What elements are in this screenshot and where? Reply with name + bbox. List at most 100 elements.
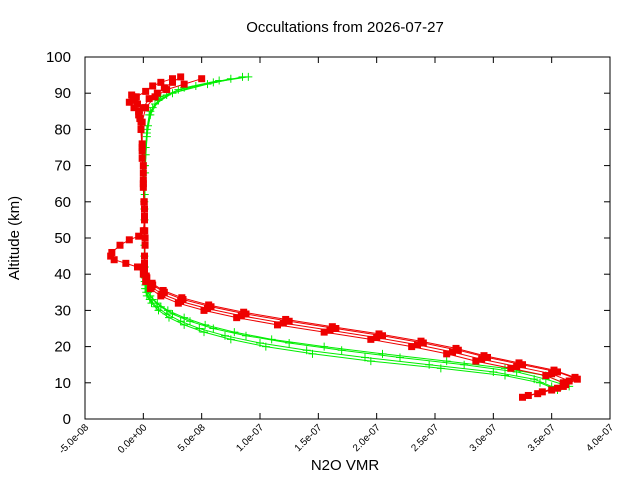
data-point (480, 352, 488, 360)
data-point (375, 330, 383, 338)
data-point (140, 198, 148, 206)
series-green (140, 72, 574, 395)
data-point (137, 125, 145, 133)
data-point (524, 391, 532, 399)
data-point (302, 346, 311, 355)
data-point (328, 323, 336, 331)
data-point (209, 324, 218, 333)
data-layer (107, 72, 581, 401)
data-point (507, 364, 515, 372)
data-point (148, 103, 157, 112)
data-point (242, 331, 250, 340)
data-point (148, 279, 156, 287)
data-point (230, 328, 239, 337)
data-point (177, 297, 185, 305)
series-red-line (128, 78, 571, 396)
data-point (530, 375, 539, 384)
data-point (205, 301, 213, 309)
data-point (550, 366, 558, 374)
data-point (152, 302, 161, 311)
data-point (326, 326, 334, 334)
data-point (116, 241, 124, 249)
data-point (472, 357, 480, 365)
data-point (128, 91, 136, 99)
data-point (565, 377, 573, 385)
data-point (125, 98, 133, 106)
data-point (256, 338, 264, 347)
data-point (417, 337, 425, 345)
data-point (146, 291, 155, 300)
data-point (153, 299, 162, 308)
data-point (221, 331, 229, 340)
y-tick-label: 50 (54, 230, 71, 247)
data-point (548, 370, 556, 378)
data-point (201, 320, 210, 329)
data-point (125, 236, 133, 244)
data-point (571, 373, 579, 381)
data-point (519, 393, 526, 401)
y-tick-label: 20 (54, 339, 71, 356)
data-point (180, 313, 189, 322)
data-point (180, 80, 188, 88)
data-point (139, 169, 147, 177)
data-point (240, 308, 248, 316)
data-point (501, 371, 509, 380)
data-point (177, 73, 185, 81)
data-point (226, 74, 235, 83)
data-point (157, 78, 165, 86)
data-point (186, 317, 194, 326)
plot-frame (84, 56, 611, 420)
data-point (135, 111, 143, 119)
data-point (163, 86, 171, 94)
data-point (408, 343, 416, 351)
data-point (149, 82, 157, 90)
data-point (144, 121, 152, 130)
data-point (107, 252, 115, 260)
x-axis-label: N2O VMR (311, 457, 380, 474)
x-tick-label: 4.0e-07 (584, 422, 616, 454)
data-point (279, 319, 287, 327)
data-point (132, 93, 140, 101)
x-tick-label: 3.0e-07 (468, 422, 500, 454)
data-point (233, 314, 241, 322)
data-point (145, 295, 154, 304)
data-point (237, 312, 245, 320)
series-red-line (141, 78, 577, 393)
data-point (285, 338, 294, 347)
data-point (198, 75, 206, 83)
data-point (414, 341, 421, 349)
y-tick-label: 10 (54, 375, 71, 392)
data-point (396, 353, 404, 362)
data-point (131, 96, 139, 104)
data-point (337, 346, 346, 355)
y-axis: 0 10 20 30 40 50 60 70 80 90 100 (46, 49, 610, 428)
data-point (141, 263, 148, 271)
data-point (542, 372, 550, 380)
series-green-line (143, 80, 552, 387)
data-point (138, 118, 146, 126)
data-point (478, 355, 486, 363)
data-point (443, 350, 451, 358)
x-tick-label: 0.0e+00 (116, 422, 150, 456)
data-point (141, 259, 148, 267)
data-point (158, 290, 166, 298)
series-red-line (110, 94, 565, 398)
y-tick-label: 60 (54, 194, 71, 211)
data-point (449, 348, 456, 356)
data-point (282, 315, 290, 323)
y-tick-label: 30 (54, 302, 71, 319)
data-point (204, 305, 211, 313)
data-point (159, 286, 167, 294)
y-axis-label: Altitude (km) (6, 196, 23, 280)
data-point (274, 321, 281, 329)
data-point (367, 335, 375, 343)
data-point (562, 381, 570, 389)
x-tick-label: 1.0e-07 (234, 422, 266, 454)
data-point (460, 360, 469, 369)
x-tick-label: 3.5e-07 (526, 422, 558, 454)
data-point (138, 154, 146, 162)
data-point (110, 256, 118, 264)
data-point (134, 263, 141, 271)
data-point (136, 115, 144, 123)
